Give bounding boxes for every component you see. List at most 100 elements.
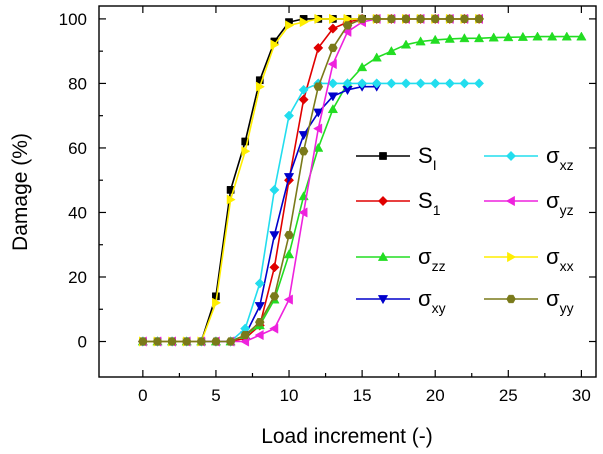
data-point-syy [342, 21, 353, 30]
data-point-sxz [415, 78, 426, 89]
data-point-sxz [283, 110, 295, 121]
legend-label-main: S [418, 188, 433, 213]
data-point-S1 [313, 42, 324, 53]
legend-marker [379, 152, 387, 160]
data-point-sxx [226, 194, 236, 205]
x-tick-label: 15 [353, 386, 372, 405]
data-point-szz [517, 31, 529, 41]
data-point-szz [488, 32, 499, 42]
data-point-syy [211, 337, 221, 346]
legend-label-main: σ [546, 188, 560, 213]
x-axis-title: Load increment (-) [261, 425, 433, 448]
data-point-sxz [327, 78, 338, 89]
data-point-szz [547, 31, 558, 41]
data-point-syz [313, 123, 323, 134]
legend-marker [507, 251, 517, 263]
y-tick-label: 0 [78, 333, 87, 352]
data-point-szz [327, 104, 339, 114]
data-point-syy [152, 337, 163, 346]
x-tick-label: 0 [138, 386, 147, 405]
data-point-szz [532, 31, 543, 41]
legend-label-sub: yy [560, 300, 574, 316]
data-point-sxx [212, 297, 222, 308]
data-point-szz [576, 31, 587, 41]
legend-marker [377, 251, 389, 261]
data-point-sxz [459, 78, 470, 89]
legend-entry-sxy: σxy [356, 286, 446, 316]
data-point-szz [400, 39, 412, 49]
x-tick-label: 20 [426, 386, 445, 405]
data-point-syy [401, 14, 411, 24]
y-axis-title: Damage (%) [9, 133, 32, 251]
data-point-S1 [327, 23, 338, 34]
data-point-sxz [357, 78, 368, 89]
plot-frame [98, 5, 597, 378]
data-point-syy [459, 14, 470, 24]
legend-entry-szz: σzz [356, 244, 446, 274]
data-point-syy [371, 14, 382, 24]
legend-marker [377, 195, 389, 207]
data-point-sxx [329, 13, 339, 25]
legend-label: σxx [546, 244, 574, 274]
data-point-syy [284, 230, 294, 240]
legend-label-main: σ [546, 244, 560, 269]
data-point-szz [561, 31, 572, 41]
legend-label-main: σ [418, 244, 432, 269]
data-point-syy [138, 337, 148, 346]
legend-label-main: S [418, 143, 433, 168]
data-point-sxx [255, 81, 266, 92]
data-point-syy [196, 337, 207, 346]
legend-label: σyy [546, 286, 574, 316]
legend-marker [505, 150, 517, 162]
data-point-szz [371, 52, 382, 62]
data-point-syy [255, 318, 265, 327]
data-point-sxx [299, 17, 309, 28]
data-point-sxz [254, 278, 265, 289]
data-point-sxy [283, 173, 295, 183]
data-point-szz [283, 249, 295, 259]
data-point-syy [474, 14, 484, 24]
data-point-sxx [241, 146, 251, 157]
legend-label: σyz [546, 188, 574, 218]
data-point-szz [386, 45, 397, 56]
legend-marker [377, 295, 389, 305]
data-point-sxx [285, 20, 295, 31]
legend-entry-sxz: σxz [484, 143, 574, 173]
ticks-layer: 0 5 10 15 20 25 30 0 20 40 60 80 100 [59, 6, 596, 405]
legend-label-main: σ [546, 143, 560, 168]
y-tick-label: 60 [68, 139, 87, 158]
data-point-syy [181, 337, 192, 346]
data-point-syy [386, 14, 397, 24]
data-point-sxy [327, 92, 339, 102]
data-point-syy [225, 337, 236, 346]
data-point-szz [503, 32, 514, 42]
data-point-szz [313, 142, 324, 152]
data-point-sxy [313, 108, 324, 118]
data-point-sxz [444, 78, 455, 89]
data-point-S1 [298, 94, 309, 105]
series-layer [137, 13, 587, 347]
data-point-sxz [430, 78, 441, 89]
data-point-szz [444, 33, 455, 43]
data-point-syz [283, 294, 293, 305]
legend-label: σxy [418, 286, 446, 316]
data-point-syy [328, 43, 338, 53]
data-point-sxy [254, 302, 265, 312]
data-point-sxz [269, 184, 280, 195]
legend-entry-S1: S1 [356, 188, 441, 218]
y-tick-label: 80 [68, 74, 87, 93]
data-point-sxz [342, 78, 353, 89]
legend-label-sub: zz [432, 258, 446, 274]
data-point-syy [298, 147, 309, 156]
legend-entry-syy: σyy [484, 286, 574, 316]
data-point-syy [313, 82, 324, 91]
legend-label: S1 [418, 188, 441, 218]
legend-label-main: σ [546, 286, 560, 311]
legend-entry-syz: σyz [484, 188, 574, 218]
data-point-szz [459, 33, 470, 43]
data-point-szz [473, 33, 485, 43]
data-point-szz [356, 62, 368, 72]
